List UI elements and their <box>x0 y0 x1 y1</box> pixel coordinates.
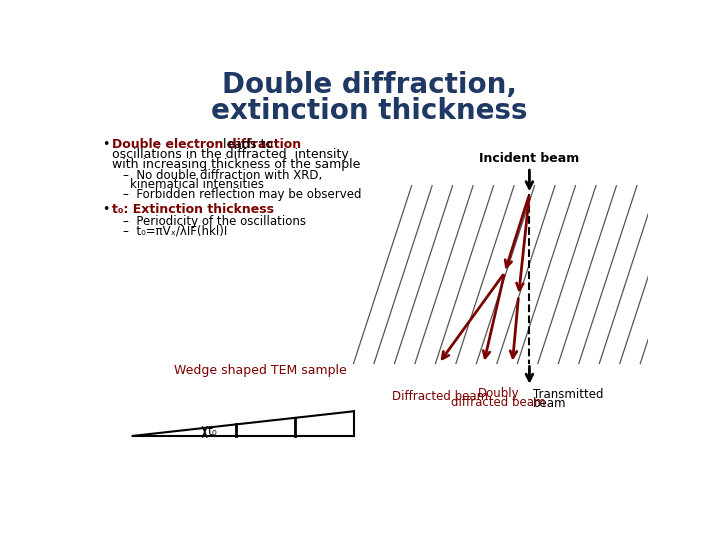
Text: Double electron diffraction: Double electron diffraction <box>112 138 301 151</box>
Text: kinematical intensities: kinematical intensities <box>130 178 264 191</box>
Text: Double diffraction,: Double diffraction, <box>222 71 516 99</box>
Text: –  t₀=πVₓ/λIF(hkl)I: – t₀=πVₓ/λIF(hkl)I <box>122 225 227 238</box>
Text: •: • <box>102 204 109 217</box>
Text: –  No double diffraction with XRD,: – No double diffraction with XRD, <box>122 168 322 182</box>
Text: Wedge shaped TEM sample: Wedge shaped TEM sample <box>174 363 346 376</box>
Text: Doubly: Doubly <box>477 387 519 400</box>
Text: –  Periodicity of the oscillations: – Periodicity of the oscillations <box>122 215 305 228</box>
Text: •: • <box>102 138 109 151</box>
Text: leads to: leads to <box>219 138 273 151</box>
Text: Transmitted: Transmitted <box>534 388 604 401</box>
Text: –  Forbidden reflection may be observed: – Forbidden reflection may be observed <box>122 188 361 201</box>
Text: Incident beam: Incident beam <box>480 152 580 165</box>
Text: Diffracted beam: Diffracted beam <box>392 390 488 403</box>
Text: beam: beam <box>534 397 567 410</box>
Text: diffracted beam: diffracted beam <box>451 396 546 409</box>
Text: oscillations in the diffracted  intensity: oscillations in the diffracted intensity <box>112 148 348 161</box>
Text: with increasing thickness of the sample: with increasing thickness of the sample <box>112 158 360 171</box>
Text: t₀: t₀ <box>208 426 217 438</box>
Text: t₀: Extinction thickness: t₀: Extinction thickness <box>112 204 274 217</box>
Text: extinction thickness: extinction thickness <box>211 97 527 125</box>
